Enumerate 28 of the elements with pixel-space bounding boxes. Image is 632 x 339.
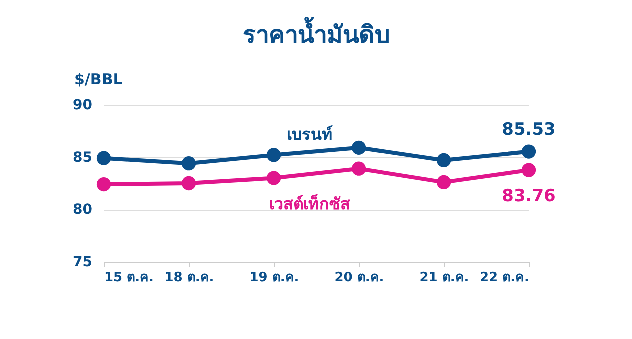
chart-title: ราคาน้ำมันดิบ: [243, 16, 390, 49]
data-label: 83.76: [502, 186, 556, 206]
point: [352, 140, 366, 155]
point: [522, 163, 536, 178]
point: [522, 144, 536, 159]
x-tick-label: 20 ต.ค.: [334, 270, 384, 286]
point: [352, 162, 366, 176]
point: [96, 151, 112, 166]
point: [436, 153, 452, 168]
point: [266, 148, 282, 162]
point: [182, 176, 196, 191]
y-axis-title: $/BBL: [74, 70, 124, 88]
y-tick-label: 85: [73, 150, 92, 166]
y-tick-label: 90: [73, 98, 93, 114]
y-tick-label: 80: [73, 202, 93, 218]
x-tick-label: 22 ต.ค.: [480, 270, 530, 286]
point: [182, 156, 196, 171]
x-tick-label: 18 ต.ค.: [164, 270, 214, 286]
point: [266, 171, 282, 186]
series-label: เบรนท์: [287, 125, 333, 144]
data-label: 85.53: [502, 120, 556, 140]
point: [436, 175, 452, 190]
x-tick-label: 19 ต.ค.: [250, 270, 300, 286]
point: [96, 177, 112, 192]
x-tick-label: 15 ต.ค.: [104, 270, 154, 286]
x-tick-label: 21 ต.ค.: [420, 270, 470, 286]
series-label: เวสต์เท็กซัส: [270, 192, 350, 214]
y-tick-label: 75: [73, 254, 92, 270]
